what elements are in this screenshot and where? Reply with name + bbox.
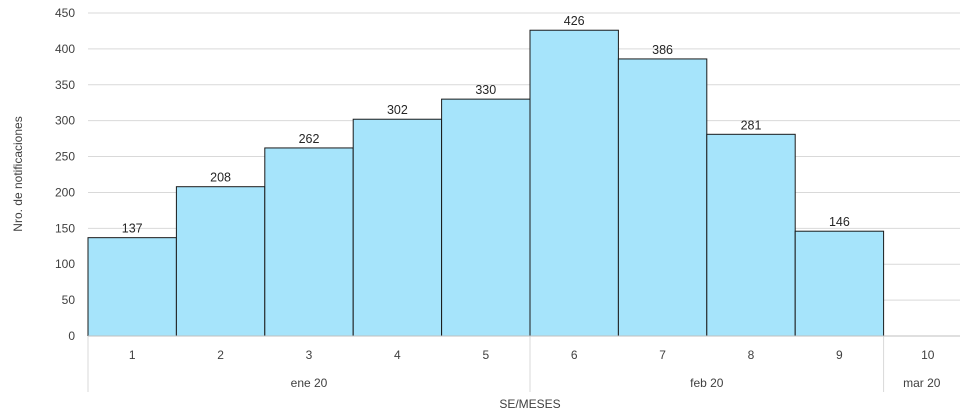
data-label: 281 — [741, 118, 762, 132]
month-group-label: mar 20 — [903, 376, 941, 390]
y-tick-label: 150 — [55, 221, 75, 235]
x-tick-label: 10 — [921, 348, 935, 362]
y-tick-label: 350 — [55, 78, 75, 92]
data-label: 146 — [829, 215, 850, 229]
bar — [794, 230, 885, 337]
data-label: 386 — [652, 43, 673, 57]
data-label: 137 — [122, 222, 143, 236]
x-axis: 1 2 3 4 5 6 7 8 9 10 ene 20 feb 20 mar 20 — [87, 335, 960, 392]
x-tick-label: 9 — [836, 348, 843, 362]
bar — [529, 29, 619, 337]
x-tick-label: 3 — [306, 348, 313, 362]
bar — [617, 58, 708, 337]
month-group-label: feb 20 — [690, 376, 724, 390]
data-label: 426 — [564, 14, 585, 28]
data-label: 262 — [299, 132, 320, 146]
y-tick-label: 250 — [55, 150, 75, 164]
y-tick-label: 200 — [55, 185, 75, 199]
x-tick-label: 6 — [571, 348, 578, 362]
bar — [441, 98, 531, 337]
data-label: 208 — [210, 171, 231, 185]
bar — [175, 186, 266, 337]
x-tick-label: 7 — [659, 348, 666, 362]
data-labels: 137 208 262 302 330 426 386 281 146 — [122, 14, 850, 235]
bar — [87, 237, 177, 337]
month-group-label: ene 20 — [291, 376, 328, 390]
x-tick-label: 5 — [482, 348, 489, 362]
x-tick-label: 2 — [217, 348, 224, 362]
y-tick-label: 450 — [55, 6, 75, 20]
bar — [706, 133, 796, 337]
y-tick-label: 50 — [62, 293, 76, 307]
y-tick-label: 100 — [55, 257, 75, 271]
y-axis-title: Nro. de notificaciones — [11, 116, 25, 231]
x-axis-title: SE/MESES — [499, 397, 560, 411]
x-tick-label: 1 — [129, 348, 136, 362]
y-tick-label: 0 — [68, 329, 75, 343]
bar — [264, 147, 354, 337]
bars — [87, 29, 885, 337]
x-tick-label: 8 — [748, 348, 755, 362]
x-tick-label: 4 — [394, 348, 401, 362]
bar — [352, 118, 443, 337]
data-label: 302 — [387, 103, 408, 117]
y-tick-label: 300 — [55, 114, 75, 128]
data-label: 330 — [475, 83, 496, 97]
y-tick-label: 400 — [55, 42, 75, 56]
y-axis-ticks: 0 50 100 150 200 250 300 350 400 450 — [55, 6, 75, 343]
